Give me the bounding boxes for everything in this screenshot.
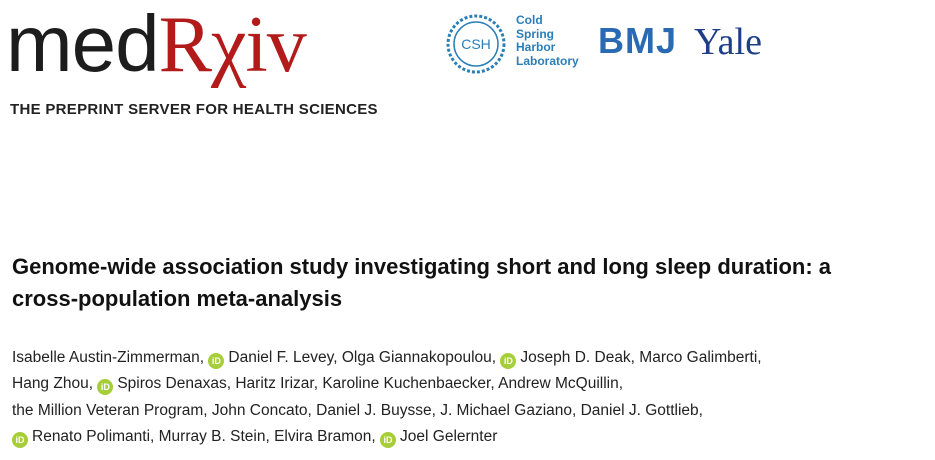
orcid-icon[interactable]: iD <box>97 379 114 396</box>
author-list: Isabelle Austin-Zimmerman, iD Daniel F. L… <box>12 345 927 450</box>
orcid-icon[interactable]: iD <box>380 431 397 448</box>
author-names[interactable]: Hang Zhou, <box>12 375 93 393</box>
author-names[interactable]: Spiros Denaxas, Haritz Irizar, Karoline … <box>117 375 624 393</box>
author-line-4: iD Renato Polimanti, Murray B. Stein, Elv… <box>12 424 927 450</box>
logo-rxiv-text: Rχiv <box>158 1 307 89</box>
author-line-3: the Million Veteran Program, John Concat… <box>12 398 927 424</box>
yale-logo: Yale <box>694 21 762 63</box>
orcid-icon[interactable]: iD <box>12 431 28 448</box>
csh-line: Harbor <box>516 40 556 54</box>
csh-dna-logo-icon: CSH <box>446 14 506 74</box>
author-names[interactable]: Joseph D. Deak, Marco Galimberti, <box>520 349 762 366</box>
author-names[interactable]: the Million Veteran Program, John Concat… <box>12 401 703 419</box>
title-line-2: cross-population meta-analysis <box>12 286 343 311</box>
paper-title: Genome-wide association study investigat… <box>12 251 922 315</box>
author-names[interactable]: Daniel F. Levey, Olga Giannakopoulou, <box>228 349 497 366</box>
author-line-1: Isabelle Austin-Zimmerman, iD Daniel F. L… <box>12 345 927 371</box>
logo-med-text: med <box>6 0 160 88</box>
csh-line: Laboratory <box>516 53 579 68</box>
orcid-icon[interactable]: iD <box>208 353 225 369</box>
bmj-logo: BMJ <box>598 20 678 61</box>
author-names[interactable]: Renato Polimanti, Murray B. Stein, Elvir… <box>32 427 376 445</box>
author-names[interactable]: Joel Gelernter <box>400 427 498 445</box>
title-line-1: Genome-wide association study investigat… <box>12 254 832 279</box>
medrxiv-logo[interactable]: medRχiv <box>6 4 307 86</box>
orcid-icon[interactable]: iD <box>500 353 517 369</box>
csh-line: Cold <box>516 13 543 27</box>
csh-badge-text: CSH <box>461 36 491 52</box>
tagline: THE PREPRINT SERVER FOR HEALTH SCIENCES <box>10 101 378 118</box>
author-names[interactable]: Isabelle Austin-Zimmerman, <box>12 349 205 366</box>
csh-line: Spring <box>516 26 554 41</box>
author-line-2: Hang Zhou, iD Spiros Denaxas, Haritz Iriz… <box>12 371 927 397</box>
csh-lab-name: Cold Spring Harbor Laboratory <box>516 13 579 68</box>
